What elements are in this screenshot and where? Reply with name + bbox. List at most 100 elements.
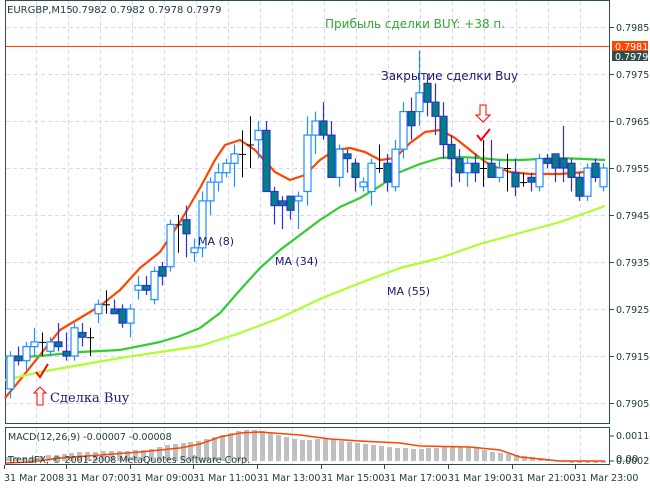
time-label: 31 Mar 07:00 (66, 473, 129, 484)
time-label: 31 Mar 19:00 (448, 473, 511, 484)
ma8-label: MA (8) (198, 235, 234, 248)
candle (206, 177, 215, 215)
candle (190, 238, 199, 262)
candle (351, 158, 360, 192)
time-label: 31 Mar 13:00 (257, 473, 320, 484)
open-trade-label: Сделка Buy (50, 391, 130, 406)
candle (278, 196, 287, 230)
candle (376, 144, 383, 173)
candle (439, 102, 448, 159)
price-label: 0.7935 (616, 258, 649, 269)
symbol-label: EURGBP,M15 (7, 5, 73, 16)
candle (158, 262, 167, 286)
entry-checkmark-icon (35, 363, 49, 379)
candle (335, 144, 344, 187)
candle (311, 111, 320, 154)
candle (294, 191, 303, 230)
candle (222, 158, 231, 178)
candle (182, 205, 191, 258)
ohlc-values: 0.7982 0.7982 0.7978 0.7979 (72, 5, 222, 16)
candle (319, 102, 328, 140)
ma-55-line (4, 204, 606, 382)
price-label: 0.7915 (616, 352, 649, 363)
main-plot-frame (5, 0, 610, 424)
candle (535, 153, 544, 192)
candle (583, 163, 592, 201)
candlesticks (6, 50, 608, 399)
candle (391, 139, 400, 192)
candle (126, 304, 135, 338)
candle (110, 299, 119, 315)
candle (150, 266, 159, 305)
candle (134, 276, 143, 300)
price-axis[interactable]: 0.7985 0.7975 0.7965 0.7955 0.7945 0.7935 0.79… (610, 23, 649, 410)
candle (6, 351, 15, 399)
candle (407, 97, 416, 140)
copyright-text: TrendFX, © 2001-2008 MetaQuotes Software… (7, 455, 250, 466)
candle (399, 102, 408, 159)
time-label: 31 Mar 21:00 (512, 473, 575, 484)
candle (463, 158, 472, 187)
time-label: 31 Mar 17:00 (384, 473, 447, 484)
time-label: 31 Mar 09:00 (130, 473, 193, 484)
candle (383, 153, 392, 192)
exit-down-arrow-icon (474, 104, 492, 123)
macd-panel-frame (5, 427, 610, 465)
price-label: 0.7975 (616, 70, 649, 81)
price-label: 0.7945 (616, 211, 649, 222)
candle (527, 172, 536, 192)
candle (520, 172, 527, 187)
price-label: 0.7965 (616, 117, 649, 128)
macd-label: MACD(12,26,9) -0.00007 -0.00008 (8, 432, 172, 443)
profit-label: Прибыль сделки BUY: +38 п. (325, 17, 505, 31)
candle (166, 219, 175, 272)
candle (262, 121, 271, 193)
candle (198, 191, 207, 258)
candle (487, 139, 496, 179)
candle (471, 153, 480, 183)
candle (54, 323, 63, 352)
time-label: 31 Mar 2008 (4, 473, 64, 484)
time-axis[interactable]: 31 Mar 2008 31 Mar 07:00 31 Mar 09:00 31 Ma… (4, 465, 638, 484)
candle (14, 346, 23, 366)
candle (103, 290, 110, 314)
candle (423, 74, 432, 117)
price-label: 0.7955 (616, 164, 649, 175)
ask-price-tag (612, 41, 648, 51)
candle (94, 299, 103, 324)
close-trade-label: Закрытие сделки Buy (381, 69, 518, 83)
macd-signal-line (5, 431, 605, 464)
candle (30, 327, 39, 356)
bid-price-tag-text: 0.7979 (615, 52, 648, 63)
candle (455, 149, 464, 183)
time-label: 31 Mar 15:00 (321, 473, 384, 484)
candle (359, 177, 368, 192)
time-label: 31 Mar 11:00 (193, 473, 256, 484)
candle (327, 121, 336, 179)
candle (303, 116, 312, 206)
exit-checkmark-icon (476, 128, 491, 142)
candle (431, 83, 440, 136)
candle (39, 332, 46, 356)
main-grid (6, 1, 609, 423)
candle (70, 323, 79, 361)
price-label: 0.7925 (616, 305, 649, 316)
candle (286, 195, 295, 220)
bid-price-tag (612, 51, 648, 61)
candle (46, 337, 55, 356)
time-label: 31 Mar 23:00 (575, 473, 638, 484)
candle (254, 121, 263, 159)
candle (247, 116, 254, 168)
candle (367, 158, 376, 206)
price-label: 0.7905 (616, 399, 649, 410)
candle (175, 215, 182, 253)
ask-price-tag-text: 0.7981 (615, 42, 648, 53)
candle (543, 153, 552, 168)
macd-axis-top: 0.00114 (616, 431, 650, 442)
candle (270, 186, 279, 225)
candle (230, 144, 239, 187)
buy-up-arrow-icon (32, 386, 48, 406)
candle (22, 341, 31, 371)
